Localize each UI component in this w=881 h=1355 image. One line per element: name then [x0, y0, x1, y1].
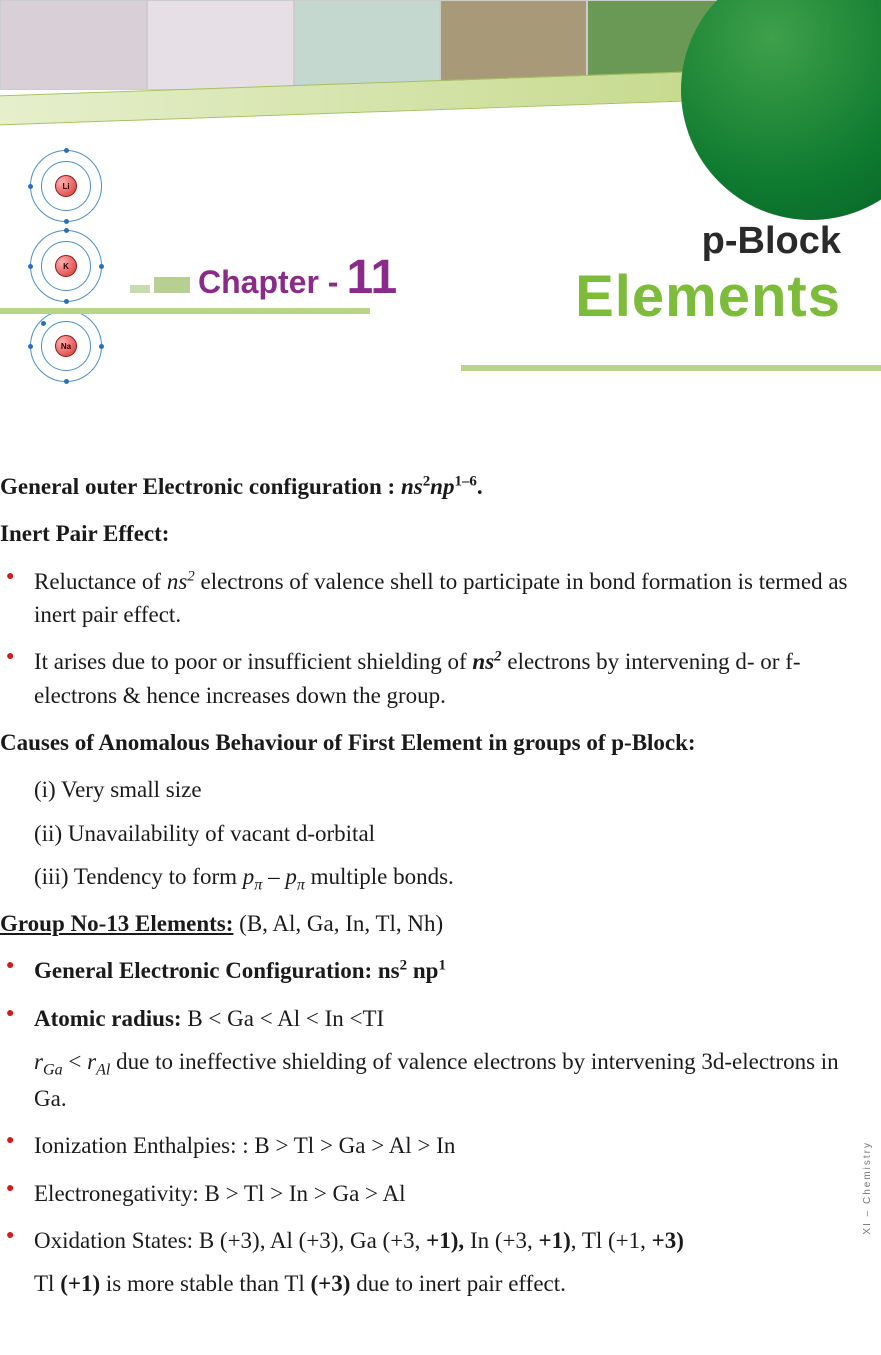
atom-diagram-stack: Li K Na — [30, 150, 102, 382]
anom-item-i: (i) Very small size — [0, 773, 861, 806]
atom-na: Na — [30, 310, 102, 382]
list-item: Ionization Enthalpies: : B > Tl > Ga > A… — [0, 1129, 861, 1162]
list-item: General Electronic Configuration: ns2 np… — [0, 954, 861, 987]
title-pblock: p-Block — [575, 220, 841, 263]
decor-underline-left — [0, 308, 370, 314]
chapter-label-block: Chapter - 11 — [130, 250, 397, 305]
inert-pair-list: Reluctance of ns2 electrons of valence s… — [0, 565, 861, 712]
decor-underline-right — [461, 365, 881, 371]
group13-list: General Electronic Configuration: ns2 np… — [0, 954, 861, 1300]
atom-li: Li — [30, 150, 102, 222]
chapter-title-block: p-Block Elements — [575, 220, 841, 330]
chapter-header: Li K Na Chapter - 11 p-Block — [0, 0, 881, 380]
anom-item-iii: (iii) Tendency to form pπ – pπ multiple … — [0, 860, 861, 897]
page-side-label: XI – Chemistry — [862, 1141, 873, 1235]
anom-item-ii: (ii) Unavailability of vacant d-orbital — [0, 817, 861, 850]
decor-bar-med — [154, 277, 190, 293]
list-item: Atomic radius: B < Ga < Al < In <TI rGa … — [0, 1002, 861, 1116]
electronic-config-line: General outer Electronic configuration :… — [0, 470, 861, 503]
header-green-circle — [681, 0, 881, 220]
decor-bar-small — [130, 285, 150, 293]
list-item: Oxidation States: B (+3), Al (+3), Ga (+… — [0, 1224, 861, 1301]
title-elements: Elements — [575, 263, 841, 330]
heading-inert-pair: Inert Pair Effect: — [0, 517, 861, 550]
heading-anomalous: Causes of Anomalous Behaviour of First E… — [0, 726, 861, 759]
chapter-number: 11 — [346, 250, 397, 305]
atom-k: K — [30, 230, 102, 302]
list-item: Reluctance of ns2 electrons of valence s… — [0, 565, 861, 632]
heading-group13: Group No-13 Elements: (B, Al, Ga, In, Tl… — [0, 907, 861, 940]
chapter-label: Chapter - — [198, 264, 338, 301]
list-item: It arises due to poor or insufficient sh… — [0, 645, 861, 712]
list-item: Electronegativity: B > Tl > In > Ga > Al — [0, 1177, 861, 1210]
content-body: General outer Electronic configuration :… — [0, 470, 861, 1315]
